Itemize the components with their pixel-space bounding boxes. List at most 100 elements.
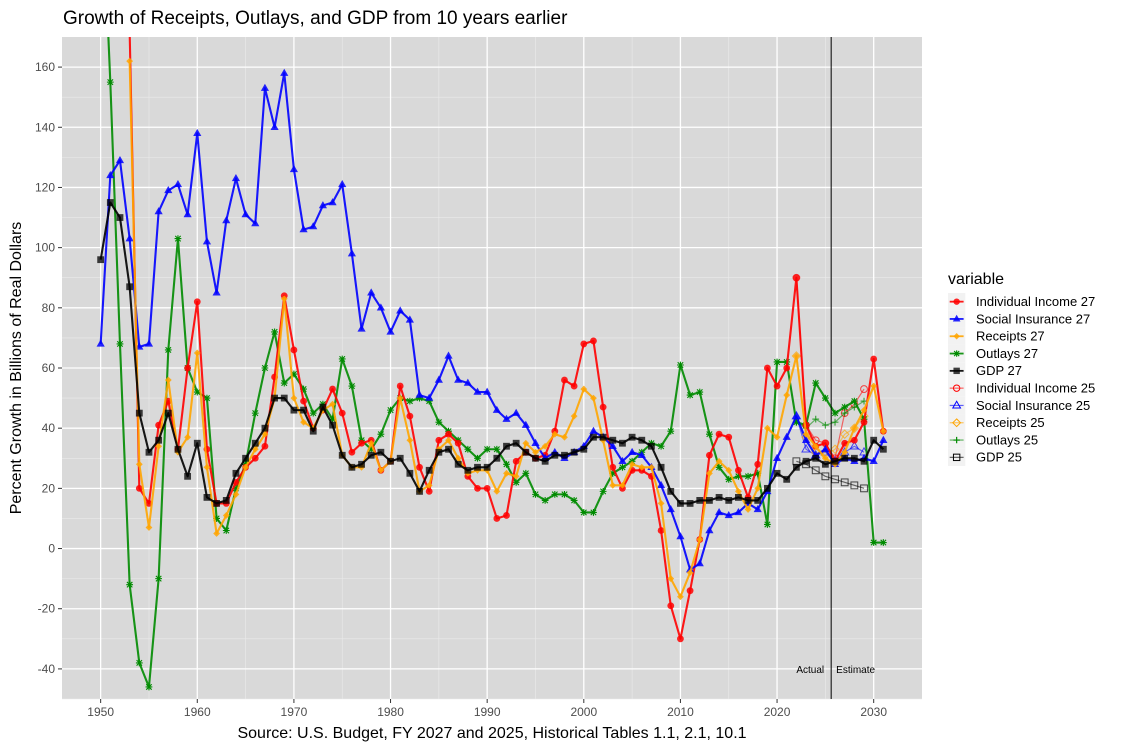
y-tick-label: 100: [35, 241, 55, 255]
data-point: [706, 451, 713, 459]
data-point: [657, 480, 666, 489]
data-point: [347, 249, 356, 257]
data-point: [329, 400, 336, 408]
data-point: [715, 430, 723, 438]
data-point: [367, 439, 375, 447]
data-point: [126, 283, 134, 291]
data-point: [744, 506, 752, 513]
legend-label: Individual Income 27: [976, 294, 1095, 309]
data-point: [425, 481, 433, 489]
data-point: [300, 406, 307, 414]
legend-key-marker: [953, 298, 960, 305]
data-point: [213, 530, 221, 537]
data-point: [792, 463, 800, 471]
y-tick-label: 60: [42, 361, 56, 375]
data-point: [812, 454, 820, 462]
data-point: [608, 441, 617, 449]
data-point: [667, 487, 675, 495]
data-point: [735, 466, 742, 474]
data-point: [637, 450, 646, 458]
data-point: [300, 418, 307, 426]
data-point: [213, 515, 221, 522]
data-point: [590, 433, 597, 441]
data-point: [280, 394, 288, 402]
data-point: [358, 439, 365, 447]
data-point: [416, 394, 423, 402]
x-tick-label: 2030: [860, 705, 887, 719]
data-point: [503, 469, 510, 477]
legend-label: GDP 25: [976, 450, 1022, 465]
data-point: [763, 364, 771, 372]
data-point: [290, 406, 298, 414]
data-point: [802, 430, 810, 438]
data-point: [367, 445, 375, 453]
data-point: [435, 418, 443, 426]
data-point: [387, 457, 394, 465]
data-point: [590, 337, 597, 345]
data-point: [425, 466, 433, 474]
y-tick-label: 80: [42, 301, 56, 315]
data-point: [580, 385, 588, 393]
data-point: [667, 427, 675, 435]
data-point: [290, 370, 298, 378]
legend-label: Outlays 27: [976, 346, 1038, 361]
series-line: [796, 460, 865, 489]
y-tick-label: 0: [48, 542, 55, 556]
data-point: [464, 445, 472, 453]
data-point: [821, 472, 830, 481]
data-point: [830, 444, 840, 455]
legend-item: Receipts 27: [948, 327, 1045, 345]
data-point: [445, 436, 452, 444]
data-point: [386, 327, 395, 335]
y-tick-label: 20: [42, 481, 56, 495]
data-point: [580, 445, 588, 453]
data-point: [686, 565, 695, 573]
data-point: [821, 439, 829, 447]
data-point: [512, 457, 520, 465]
data-point: [735, 487, 742, 495]
data-point: [232, 484, 240, 492]
data-point: [425, 397, 433, 405]
data-point: [338, 409, 346, 417]
data-point: [299, 225, 308, 233]
data-point: [686, 569, 694, 577]
data-point: [609, 436, 617, 444]
data-point: [135, 409, 143, 417]
data-point: [657, 527, 665, 534]
data-point: [464, 466, 472, 474]
data-point: [512, 408, 521, 416]
data-point: [763, 521, 771, 528]
data-point: [193, 349, 201, 357]
data-point: [203, 394, 211, 402]
data-point: [193, 388, 201, 396]
data-point: [734, 508, 743, 516]
data-point: [242, 454, 249, 462]
data-point: [860, 484, 868, 493]
data-point: [879, 445, 887, 453]
legend-label: Outlays 25: [976, 432, 1038, 447]
data-point: [735, 493, 742, 501]
data-point: [821, 394, 829, 402]
data-point: [850, 424, 858, 432]
data-point: [599, 403, 607, 411]
data-point: [396, 454, 404, 462]
data-point: [706, 497, 713, 504]
data-point: [213, 500, 221, 507]
data-point: [406, 469, 414, 477]
chart-title: Growth of Receipts, Outlays, and GDP fro…: [63, 8, 568, 29]
data-point: [638, 436, 646, 444]
legend-item: Individual Income 27: [948, 293, 1095, 311]
data-point: [338, 355, 346, 363]
data-point: [831, 409, 839, 417]
data-point: [580, 509, 588, 516]
data-point: [106, 170, 115, 179]
series-line: [107, 37, 884, 689]
data-point: [599, 487, 607, 495]
data-point: [144, 339, 154, 347]
data-point: [667, 602, 675, 610]
data-point: [454, 375, 463, 383]
data-point: [406, 412, 414, 420]
data-point: [358, 460, 365, 468]
data-point: [231, 174, 241, 182]
data-point: [473, 387, 482, 395]
